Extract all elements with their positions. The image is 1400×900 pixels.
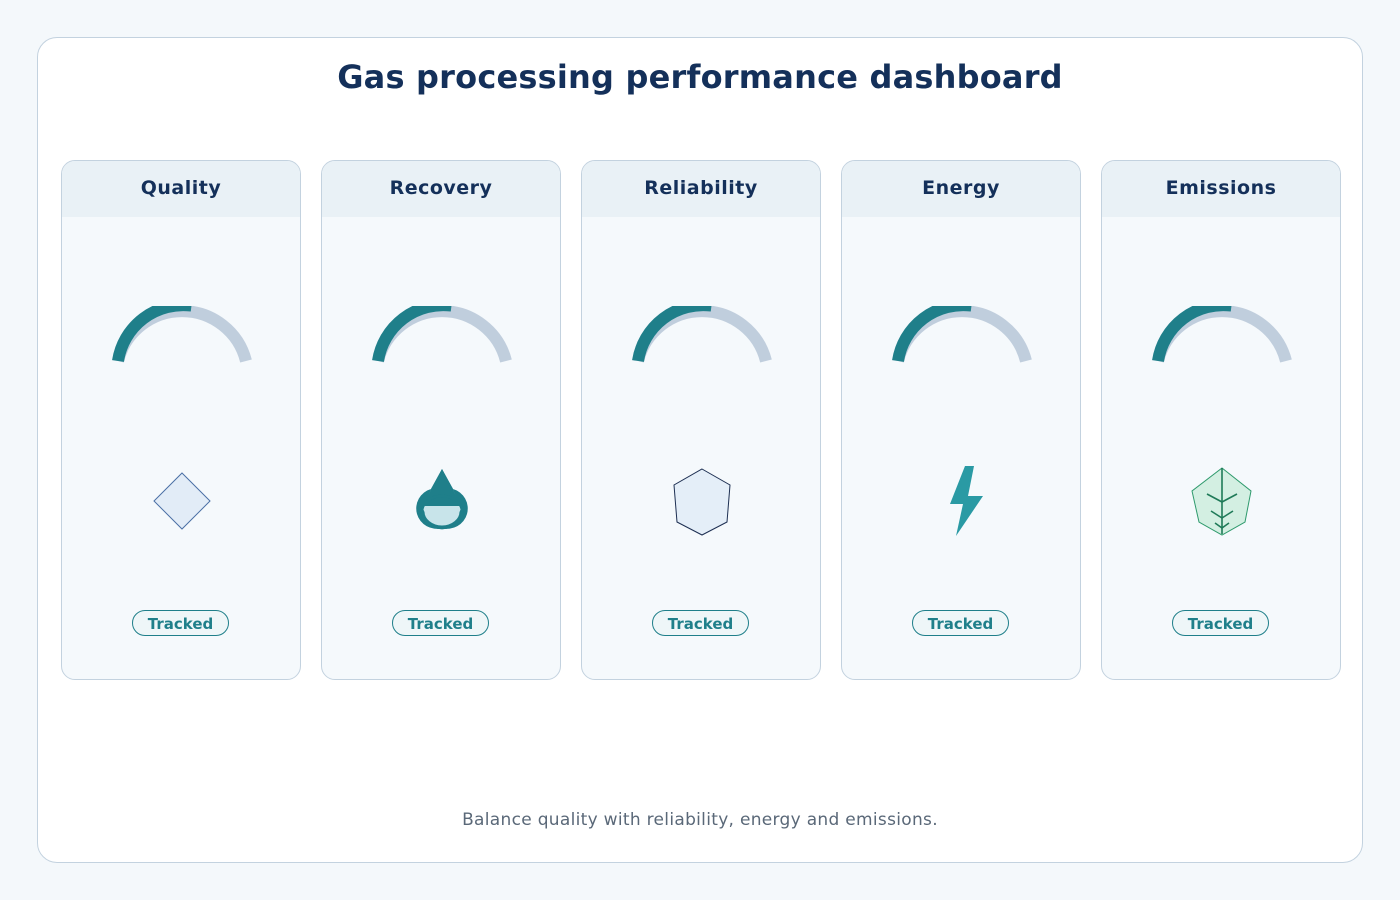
page-title: Gas processing performance dashboard	[337, 58, 1063, 96]
card-title: Energy	[922, 177, 1000, 199]
droplet-icon	[416, 469, 468, 530]
gauge-arc	[372, 306, 512, 363]
status-badge: Tracked	[912, 610, 1009, 636]
card-header: Reliability	[582, 161, 820, 217]
status-badge: Tracked	[652, 610, 749, 636]
card-title: Recovery	[389, 177, 493, 199]
pentagon-icon	[673, 468, 731, 536]
gauge-arc	[632, 306, 772, 363]
kpi-card-energy[interactable]: Energy Tracked	[841, 160, 1081, 680]
card-header: Energy	[842, 161, 1080, 217]
status-badge: Tracked	[1172, 610, 1269, 636]
kpi-card-emissions[interactable]: Emissions Tracked	[1101, 160, 1341, 680]
card-header: Emissions	[1102, 161, 1340, 217]
lightning-bolt-icon	[950, 466, 983, 536]
gauge-arc	[1152, 306, 1292, 363]
card-header: Quality	[62, 161, 300, 217]
gauge-arc	[112, 306, 252, 363]
card-title: Quality	[140, 177, 222, 199]
kpi-card-reliability[interactable]: Reliability Tracked	[581, 160, 821, 680]
kpi-card-recovery[interactable]: Recovery Tracked	[321, 160, 561, 680]
status-badge: Tracked	[392, 610, 489, 636]
gauge-arc	[892, 306, 1032, 363]
diamond-icon	[153, 472, 211, 530]
card-title: Reliability	[644, 177, 758, 199]
leaf-icon	[1191, 467, 1252, 536]
status-badge: Tracked	[132, 610, 229, 636]
footer-caption: Balance quality with reliability, energy…	[462, 810, 938, 830]
kpi-card-quality[interactable]: Quality Tracked	[61, 160, 301, 680]
card-header: Recovery	[322, 161, 560, 217]
card-title: Emissions	[1165, 177, 1277, 199]
